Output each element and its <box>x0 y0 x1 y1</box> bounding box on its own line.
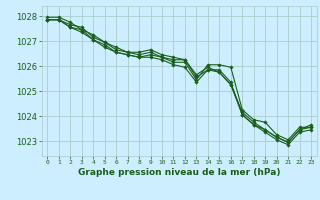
X-axis label: Graphe pression niveau de la mer (hPa): Graphe pression niveau de la mer (hPa) <box>78 168 280 177</box>
